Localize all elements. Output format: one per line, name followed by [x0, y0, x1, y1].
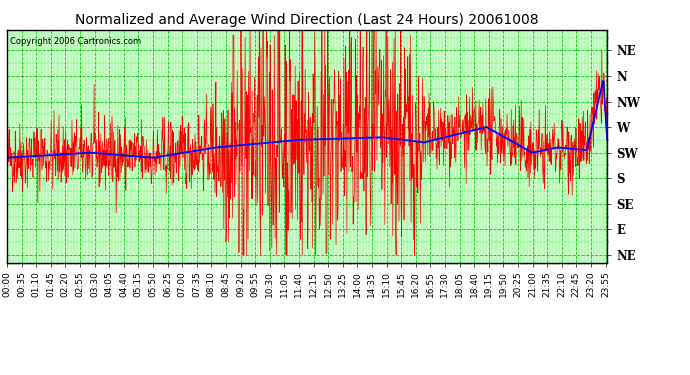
Title: Normalized and Average Wind Direction (Last 24 Hours) 20061008: Normalized and Average Wind Direction (L… [75, 13, 539, 27]
Text: Copyright 2006 Cartronics.com: Copyright 2006 Cartronics.com [10, 37, 141, 46]
